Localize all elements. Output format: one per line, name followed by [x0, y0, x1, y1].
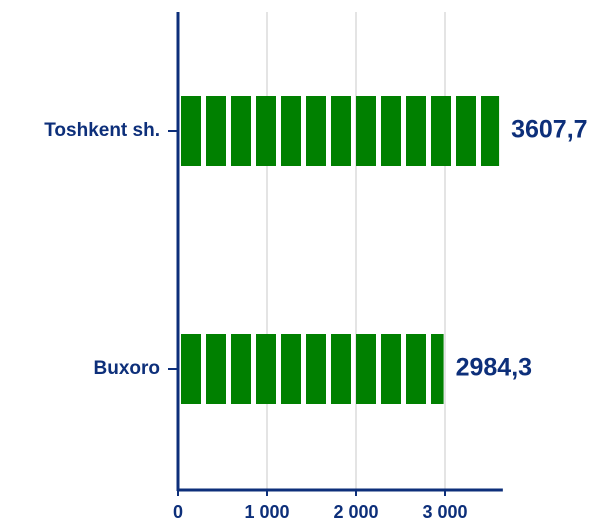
x-tick-label: 2 000: [333, 502, 378, 522]
value-label: 3607,7: [511, 116, 587, 144]
x-tick-label: 0: [173, 502, 183, 522]
value-label: 2984,3: [456, 354, 532, 382]
y-tick-label: Buxoro: [94, 358, 161, 379]
x-tick-label: 1 000: [244, 502, 289, 522]
bar: [178, 96, 500, 166]
bar: [178, 334, 444, 404]
x-tick-label: 3 000: [422, 502, 467, 522]
y-tick-label: Toshkent sh.: [44, 120, 160, 141]
